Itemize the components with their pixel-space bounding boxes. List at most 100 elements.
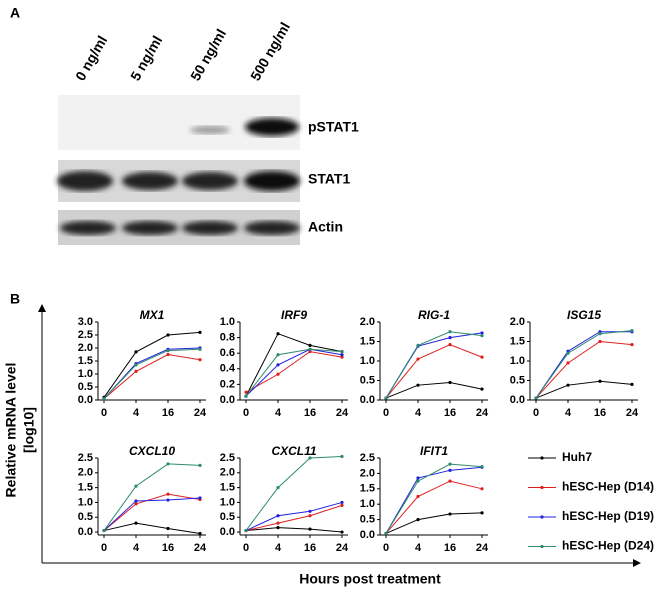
blot: [57, 95, 300, 245]
data-point: [448, 468, 452, 472]
data-point: [598, 339, 602, 344]
data-point: [276, 363, 280, 367]
data-point: [480, 355, 484, 359]
x-tick-label: 4: [415, 542, 422, 554]
data-point: [340, 454, 344, 459]
series-line: [245, 527, 343, 533]
y-tick-label: 0.6: [220, 347, 235, 359]
data-point: [198, 463, 202, 468]
data-point: [244, 394, 248, 398]
data-point: [448, 479, 452, 483]
data-point: [308, 514, 312, 518]
y-tick-label: 1.5: [360, 483, 375, 495]
data-point: [166, 498, 170, 502]
data-point: [480, 465, 484, 469]
data-point: [276, 353, 280, 357]
data-point: [308, 509, 312, 513]
data-point: [134, 350, 138, 354]
chart-title: IFIT1: [420, 444, 448, 458]
data-point: [134, 502, 138, 506]
data-point: [566, 351, 570, 355]
series-line: [245, 348, 343, 397]
series-line: [103, 353, 201, 400]
series-line: [535, 340, 633, 399]
y-tick-label: 1.5: [510, 335, 525, 347]
data-point: [134, 484, 138, 488]
data-point: [134, 521, 138, 525]
data-point: [166, 352, 170, 357]
data-point: [416, 357, 420, 361]
data-point: [416, 476, 420, 480]
y-tick-label: 2.0: [78, 342, 93, 354]
y-tick-label: 1.5: [78, 482, 93, 494]
panel-label: B: [10, 291, 20, 307]
series-line: [535, 330, 633, 399]
y-tick-label: 0.0: [360, 529, 375, 541]
series-line: [245, 501, 343, 532]
y-tick-label: 1.0: [220, 316, 235, 328]
y-tick-label: 2.5: [220, 452, 235, 464]
column-label: 500 ng/ml: [247, 19, 293, 83]
data-point: [244, 390, 248, 394]
y-tick-label: 1.0: [220, 496, 235, 508]
y-tick-label: 0.0: [510, 394, 525, 406]
legend-marker: [540, 515, 544, 519]
x-tick-label: 16: [304, 407, 316, 419]
y-tick-label: 1.0: [78, 368, 93, 380]
data-point: [630, 343, 634, 347]
y-tick-label: 3.0: [78, 316, 93, 328]
series-line: [535, 331, 632, 399]
data-point: [198, 347, 202, 351]
data-point: [480, 334, 484, 338]
y-tick-label: 2.0: [510, 316, 525, 328]
y-tick-label: 1.0: [78, 496, 93, 508]
y-tick-label: 0.5: [360, 374, 375, 386]
row-label: pSTAT1: [308, 119, 359, 135]
chart-title: MX1: [140, 308, 165, 322]
column-label: 5 ng/ml: [127, 33, 165, 83]
series-line: [103, 348, 201, 400]
data-point: [276, 372, 280, 376]
data-point: [534, 396, 538, 400]
legend-marker: [540, 544, 544, 549]
y-tick-label: 1.0: [360, 355, 375, 367]
chart-title: IRF9: [281, 308, 307, 322]
x-tick-label: 16: [162, 407, 174, 419]
data-point: [566, 383, 570, 387]
legend-label: hESC-Hep (D14): [562, 480, 654, 494]
data-point: [276, 525, 280, 530]
y-tick-label: 0.2: [220, 378, 235, 390]
legend-label: hESC-Hep (D19): [562, 509, 654, 523]
x-tick-label: 0: [243, 542, 249, 554]
x-tick-label: 24: [194, 407, 207, 419]
y-tick-label: 2.0: [78, 467, 93, 479]
y-tick-label: 0.5: [360, 514, 375, 526]
x-tick-label: 24: [626, 407, 639, 419]
y-tick-label: 2.5: [78, 329, 93, 341]
data-point: [480, 331, 484, 335]
x-tick-label: 16: [594, 407, 606, 419]
series-line: [103, 522, 201, 535]
y-tick-label: 1.0: [510, 355, 525, 367]
column-label: 50 ng/ml: [187, 26, 229, 83]
x-axis-label: Hours post treatment: [299, 571, 441, 587]
legend-marker: [540, 456, 544, 460]
column-label: 0 ng/ml: [72, 33, 110, 83]
x-tick-label: 0: [383, 542, 389, 554]
x-tick-label: 0: [101, 407, 107, 419]
legend-label: Huh7: [562, 450, 592, 464]
x-tick-label: 4: [133, 542, 140, 554]
y-tick-label: 2.5: [78, 452, 93, 464]
data-point: [448, 462, 452, 466]
data-point: [384, 531, 388, 536]
data-point: [134, 499, 138, 503]
data-point: [166, 526, 170, 531]
x-tick-label: 16: [162, 542, 174, 554]
data-point: [448, 343, 452, 347]
data-point: [566, 361, 570, 365]
x-tick-label: 4: [133, 407, 140, 419]
y-tick-label: 2.0: [360, 316, 375, 328]
y-tick-label: 0.8: [220, 332, 235, 344]
x-tick-label: 16: [444, 542, 456, 554]
y-tick-label: 2.0: [360, 467, 375, 479]
